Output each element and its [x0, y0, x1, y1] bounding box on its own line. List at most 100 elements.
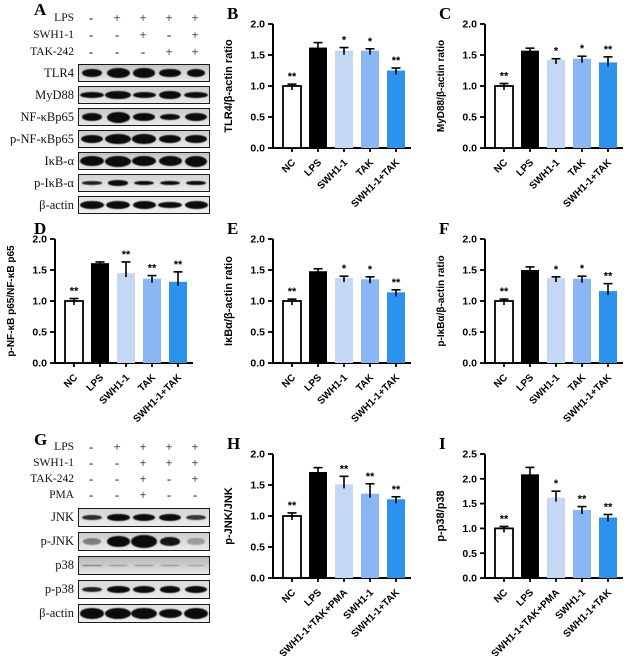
y-tick-label-0.5: 0.5	[250, 327, 265, 339]
blot-band-p-jnk-lane4	[160, 537, 180, 546]
bar-swh1-1-tak	[599, 291, 617, 363]
blot-row-i-b: IκB-α	[0, 152, 218, 170]
blot-band-i-b-lane2	[105, 155, 131, 167]
chart-svg-D: 0.0 0.5 1.0 1.5 2.0 p-NF-κB p65/NF-κB p65 ** NC…	[6, 234, 193, 425]
blot-label-nf-bp65: NF-κBp65	[20, 109, 74, 124]
treatment-label-lps: LPS	[54, 441, 74, 453]
blot-band-p-jnk-lane1	[82, 538, 102, 545]
x-label-nc: NC	[280, 157, 298, 175]
x-label-lps: LPS	[303, 157, 325, 179]
blot-strip-actin	[78, 196, 210, 214]
sig-tak: *	[368, 36, 373, 48]
blot-band-i-b-lane1	[79, 155, 105, 167]
sig-swh1-1: **	[366, 471, 375, 483]
y-tick-label-0: 0.0	[462, 358, 477, 370]
blot-band-p-i-b-lane1	[81, 181, 103, 185]
treatment-label-tak-242: TAK-242	[30, 473, 74, 485]
sig-tak: **	[148, 263, 157, 275]
blot-band-p-nf-bp65-lane3	[131, 134, 157, 144]
sig-swh1-1-tak: **	[392, 277, 401, 289]
blot-row-p-jnk: p-JNK	[0, 532, 218, 551]
blot-band-p-p38-lane2	[106, 585, 130, 594]
y-tick-label-0: 0.0	[250, 573, 265, 585]
y-tick-label-2: 2.0	[462, 234, 477, 246]
blot-band-p-jnk-lane2	[106, 536, 130, 547]
panel-c-chart-myd88: C 0.0 0.5 1.0 1.5 2.0 MyD88/β-actin ratio ** NC…	[430, 0, 639, 215]
x-label-nc: NC	[492, 157, 510, 175]
blot-label-tlr4: TLR4	[44, 65, 74, 80]
blot-band-jnk-lane4	[159, 513, 181, 522]
blot-strip-p38	[78, 556, 210, 575]
bar-tak	[573, 58, 591, 148]
blot-band-actin-lane2	[105, 608, 131, 619]
blot-band-p38-lane3	[133, 564, 155, 567]
blot-label-i-b: IκB-α	[44, 153, 74, 168]
blot-band-actin-lane2	[105, 200, 131, 210]
blot-row-tlr4: TLR4	[0, 64, 218, 82]
treatment-sign-lps-lane2: +	[113, 439, 121, 454]
blot-band-p-p38-lane1	[81, 586, 103, 593]
treatment-sign-swh1-1-lane2: -	[114, 455, 120, 470]
blot-label-p-nf-bp65: p-NF-κBp65	[10, 131, 74, 146]
treatment-sign-lps-lane4: +	[165, 439, 173, 454]
panel-a-western-blots: A LPS - + + + + SWH1-1- - + - + TAK-242- - - + + TLR4 MyD…	[0, 0, 218, 215]
y-tick-label-2.5: 2.5	[462, 449, 477, 461]
bar-swh1-1-tak	[387, 292, 405, 363]
blot-band-myd88-lane2	[105, 90, 131, 100]
blot-band-jnk-lane5	[186, 514, 206, 521]
treatment-sign-lps-lane4: +	[165, 9, 173, 25]
y-tick-label-1.5: 1.5	[250, 480, 265, 492]
y-tick-label-2: 2.0	[250, 234, 265, 246]
panel-letter-c: C	[439, 4, 452, 23]
bar-lps	[309, 47, 327, 149]
bar-tak	[573, 278, 591, 363]
panel-letter-d: D	[34, 219, 47, 238]
y-axis-label-H: p-JNK/JNK	[223, 487, 235, 545]
panel-letter-e: E	[227, 219, 239, 238]
y-tick-label-2: 2.0	[462, 473, 477, 485]
treatment-sign-tak-242-lane1: -	[88, 43, 94, 59]
y-tick-label-1: 1.0	[250, 511, 265, 523]
treatment-sign-pma-lane3: +	[139, 487, 147, 502]
sig-nc: **	[288, 500, 297, 512]
x-label-tak: TAK	[566, 372, 588, 394]
blot-band-nf-bp65-lane4	[159, 113, 181, 121]
sig-swh1-1: *	[554, 264, 559, 276]
blot-band-i-b-lane4	[158, 156, 182, 166]
blot-strip-jnk	[78, 508, 210, 527]
y-tick-label-0.5: 0.5	[462, 327, 477, 339]
y-tick-label-1.5: 1.5	[462, 498, 477, 510]
blot-strip-i-b	[78, 152, 210, 170]
x-label-lps: LPS	[515, 372, 537, 394]
treatment-signs-swh1-1: - - + + +	[78, 455, 208, 471]
blot-label-p-i-b: p-IκB-α	[34, 175, 74, 190]
bar-swh1-1	[335, 278, 353, 363]
blot-band-actin-lane1	[79, 608, 105, 619]
bar-swh1-1-tak	[387, 70, 405, 148]
treatment-sign-swh1-1-lane2: -	[114, 26, 120, 42]
blot-label-p38: p38	[55, 558, 74, 572]
sig-swh1-1: **	[578, 494, 587, 506]
treatment-signs-lps: - + + + +	[78, 439, 208, 455]
y-tick-label-1: 1.0	[462, 81, 477, 93]
treatment-signs-tak-242: - - + - +	[78, 471, 208, 487]
blot-band-p-nf-bp65-lane5	[185, 134, 207, 144]
panel-f-chart-pikba: F 0.0 0.5 1.0 1.5 2.0 p-IκBα/β-actin ratio ** N…	[430, 215, 639, 430]
x-label-lps: LPS	[303, 587, 325, 609]
treatment-sign-lps-lane1: -	[88, 9, 94, 25]
sig-swh1-1: *	[342, 35, 347, 47]
bar-lps	[521, 270, 539, 363]
y-axis-label-I: p-p38/p38	[435, 490, 447, 541]
treatment-label-swh1-1: SWH1-1	[33, 457, 74, 469]
y-tick-label-0.5: 0.5	[462, 112, 477, 124]
blot-band-nf-bp65-lane2	[106, 111, 130, 123]
panel-d-chart-pnfkb: D 0.0 0.5 1.0 1.5 2.0 p-NF-κB p65/NF-κB p65 **…	[0, 215, 218, 430]
bar-nc	[64, 300, 84, 364]
blot-strip-actin	[78, 604, 210, 623]
treatment-sign-swh1-1-lane4: -	[166, 26, 172, 42]
bar-nc	[282, 85, 302, 149]
treatment-row-tak-242: TAK-242 - - + - +	[0, 471, 218, 487]
